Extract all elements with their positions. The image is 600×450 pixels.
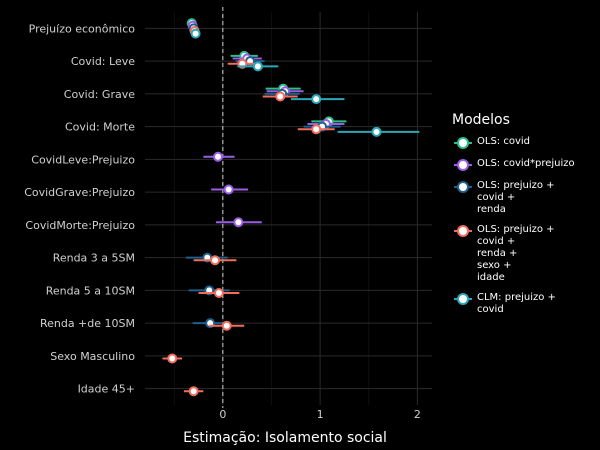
legend-title: Modelos xyxy=(452,112,510,128)
y-tick-label: CovidLeve:Prejuizo xyxy=(31,153,135,166)
y-axis: Prejuízo econômico Covid: Leve Covid: Grav… xyxy=(24,22,135,395)
legend-label: OLS: prejuizo + covid + renda xyxy=(477,180,555,215)
x-axis: 0 1 2 xyxy=(219,408,421,421)
x-tick-label: 1 xyxy=(317,408,324,421)
estimate-point xyxy=(221,320,232,331)
y-tick-label: Idade 45+ xyxy=(78,383,135,396)
legend-key xyxy=(452,136,474,150)
y-tick-label: CovidMorte:Prejuizo xyxy=(25,219,135,232)
legend-label: OLS: prejuizo + covid + renda + sexo + i… xyxy=(477,224,555,283)
y-tick-label: Covid: Leve xyxy=(71,55,135,68)
estimate-point xyxy=(212,151,223,162)
y-tick-label: CovidGrave:Prejuizo xyxy=(24,186,135,199)
estimate-point xyxy=(213,287,224,298)
x-tick-label: 0 xyxy=(219,408,226,421)
legend-label: OLS: covid*prejuizo xyxy=(477,158,575,169)
estimate-point xyxy=(210,255,221,266)
legend-item: OLS: covid xyxy=(452,136,597,150)
data-marks xyxy=(162,18,420,397)
x-tick-label: 2 xyxy=(414,408,421,421)
y-tick-label: Covid: Morte xyxy=(65,121,135,134)
legend-label: CLM: prejuizo + covid xyxy=(477,292,556,315)
y-tick-label: Renda 5 a 10SM xyxy=(46,284,135,297)
estimate-point xyxy=(252,61,263,72)
estimate-point xyxy=(311,94,322,105)
y-tick-label: Covid: Grave xyxy=(64,88,135,101)
estimate-point xyxy=(190,28,201,39)
legend-key xyxy=(452,292,474,306)
grid-lines xyxy=(145,12,432,405)
legend-key xyxy=(452,158,474,172)
x-axis-label: Estimação: Isolamento social xyxy=(183,430,387,446)
legend-item: OLS: prejuizo + covid + renda + sexo + i… xyxy=(452,224,597,284)
estimate-point xyxy=(223,184,234,195)
estimate-point xyxy=(167,353,178,364)
legend-key xyxy=(452,180,474,194)
y-tick-label: Sexo Masculino xyxy=(50,350,135,363)
estimate-point xyxy=(275,91,286,102)
estimate-point xyxy=(371,126,382,137)
legend-item: OLS: prejuizo + covid + renda xyxy=(452,180,597,216)
y-tick-label: Renda +de 10SM xyxy=(40,317,135,330)
legend-key xyxy=(452,224,474,238)
legend: Modelos OLS: covid OLS: covid*prejuizo OLS… xyxy=(452,112,597,324)
y-tick-label: Renda 3 a 5SM xyxy=(53,252,135,265)
legend-items: OLS: covid OLS: covid*prejuizo OLS: prejui… xyxy=(452,136,597,316)
estimate-point xyxy=(311,124,322,135)
y-tick-label: Prejuízo econômico xyxy=(29,22,136,35)
estimate-point xyxy=(233,217,244,228)
legend-item: OLS: covid*prejuizo xyxy=(452,158,597,172)
legend-item: CLM: prejuizo + covid xyxy=(452,292,597,316)
legend-label: OLS: covid xyxy=(477,136,530,147)
estimate-point xyxy=(188,386,199,397)
